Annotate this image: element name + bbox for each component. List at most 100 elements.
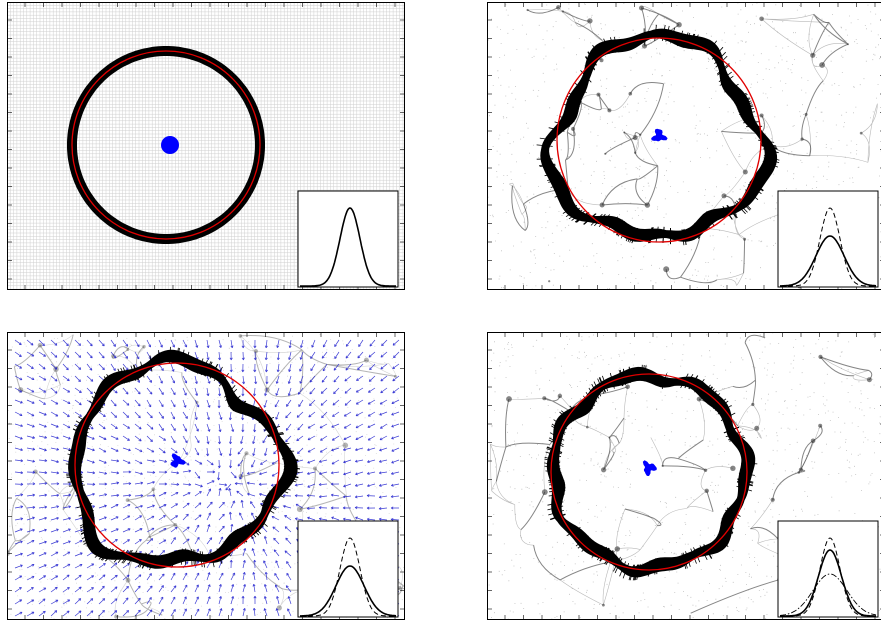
web-node [342, 442, 349, 449]
web-node [561, 10, 564, 13]
center-blob-shape [651, 128, 668, 142]
web-node [639, 5, 644, 11]
panel-frame [487, 332, 881, 620]
web-particles [487, 332, 881, 620]
web-node [599, 58, 604, 63]
web-node [625, 384, 630, 390]
panel-web-distorted-plot [487, 2, 881, 290]
ring-streaks [544, 364, 758, 581]
web-node [742, 169, 748, 175]
inset-profile [777, 190, 879, 288]
web-node [264, 387, 270, 393]
web-node [819, 62, 825, 68]
web-node [703, 468, 708, 472]
web-node [859, 131, 863, 135]
web-node [393, 374, 397, 378]
web-node [607, 108, 612, 113]
inset-frame [297, 190, 399, 288]
web-node [557, 393, 563, 399]
web-node [313, 466, 317, 471]
web-node [818, 423, 823, 428]
web-node [599, 202, 605, 208]
center-blob [161, 136, 179, 154]
web-node [363, 357, 369, 363]
web-node [754, 425, 760, 431]
inset-curve-dashdot [779, 573, 877, 616]
inset-curve-solid [780, 549, 876, 617]
web-node [663, 266, 670, 273]
web-node [676, 22, 682, 28]
panel-frame [487, 2, 881, 290]
inset-curve-solid [300, 565, 397, 617]
web-node [238, 334, 243, 338]
inset-profile [297, 190, 399, 288]
web-node [798, 467, 803, 472]
velocity-arrow-field [14, 339, 400, 617]
web-node [37, 343, 43, 348]
center-blob-shape [170, 453, 186, 468]
web-node [810, 438, 816, 444]
inset-curve-dashed [300, 537, 396, 617]
inset-frame [297, 520, 399, 618]
panel-web-distorted [487, 2, 881, 290]
web-node [17, 387, 24, 393]
center-blob [651, 128, 668, 142]
reference-circle [74, 362, 280, 568]
web-node [721, 193, 727, 199]
center-blob-shape [161, 136, 179, 154]
web-node [542, 396, 547, 401]
web-node [586, 425, 589, 429]
panel-uniform-grid [7, 2, 405, 290]
web-node [601, 467, 607, 473]
web-node [743, 237, 747, 241]
panel-reconstructed-plot [487, 332, 881, 620]
web-node [847, 43, 849, 46]
web-node [642, 43, 647, 49]
ring-band [544, 364, 758, 581]
web-node [608, 436, 611, 439]
web-node [751, 402, 755, 407]
web-node [602, 603, 605, 607]
reference-circle [71, 50, 261, 240]
web-node [541, 489, 548, 495]
reference-circle [556, 37, 762, 243]
center-blob-shape [642, 460, 657, 476]
ring-particles [546, 366, 756, 578]
web-node [704, 488, 709, 493]
web-node [125, 498, 130, 502]
velocity-arrows [14, 339, 400, 617]
web-node [644, 202, 651, 208]
web-node [253, 349, 258, 354]
center-blob [170, 453, 186, 468]
web-node [759, 16, 764, 22]
web-node [125, 577, 131, 583]
web-node [661, 464, 664, 467]
web-node [596, 92, 601, 97]
web-node [244, 451, 249, 456]
inset-frame [777, 520, 879, 618]
web-node [632, 135, 638, 141]
web-node [173, 523, 178, 527]
web-node [696, 396, 702, 402]
inset-curve-dashed [780, 537, 876, 617]
web-node [397, 586, 402, 591]
web-node [770, 497, 775, 502]
web-node [556, 5, 561, 10]
web-node [623, 131, 626, 134]
web-node [639, 133, 642, 136]
inset-curve-dashed [780, 207, 876, 287]
panel-frame [7, 332, 405, 620]
web-filaments [511, 6, 874, 287]
web-node [804, 112, 808, 116]
web-node [800, 137, 804, 141]
web-node [276, 605, 282, 611]
web-node [126, 348, 130, 351]
web-node [810, 52, 816, 58]
web-node [526, 8, 529, 12]
web-node [818, 354, 823, 359]
web-node [506, 396, 512, 402]
ring-band [65, 346, 300, 571]
web-node [142, 344, 146, 349]
web-node [604, 152, 607, 155]
web-node [730, 465, 736, 471]
